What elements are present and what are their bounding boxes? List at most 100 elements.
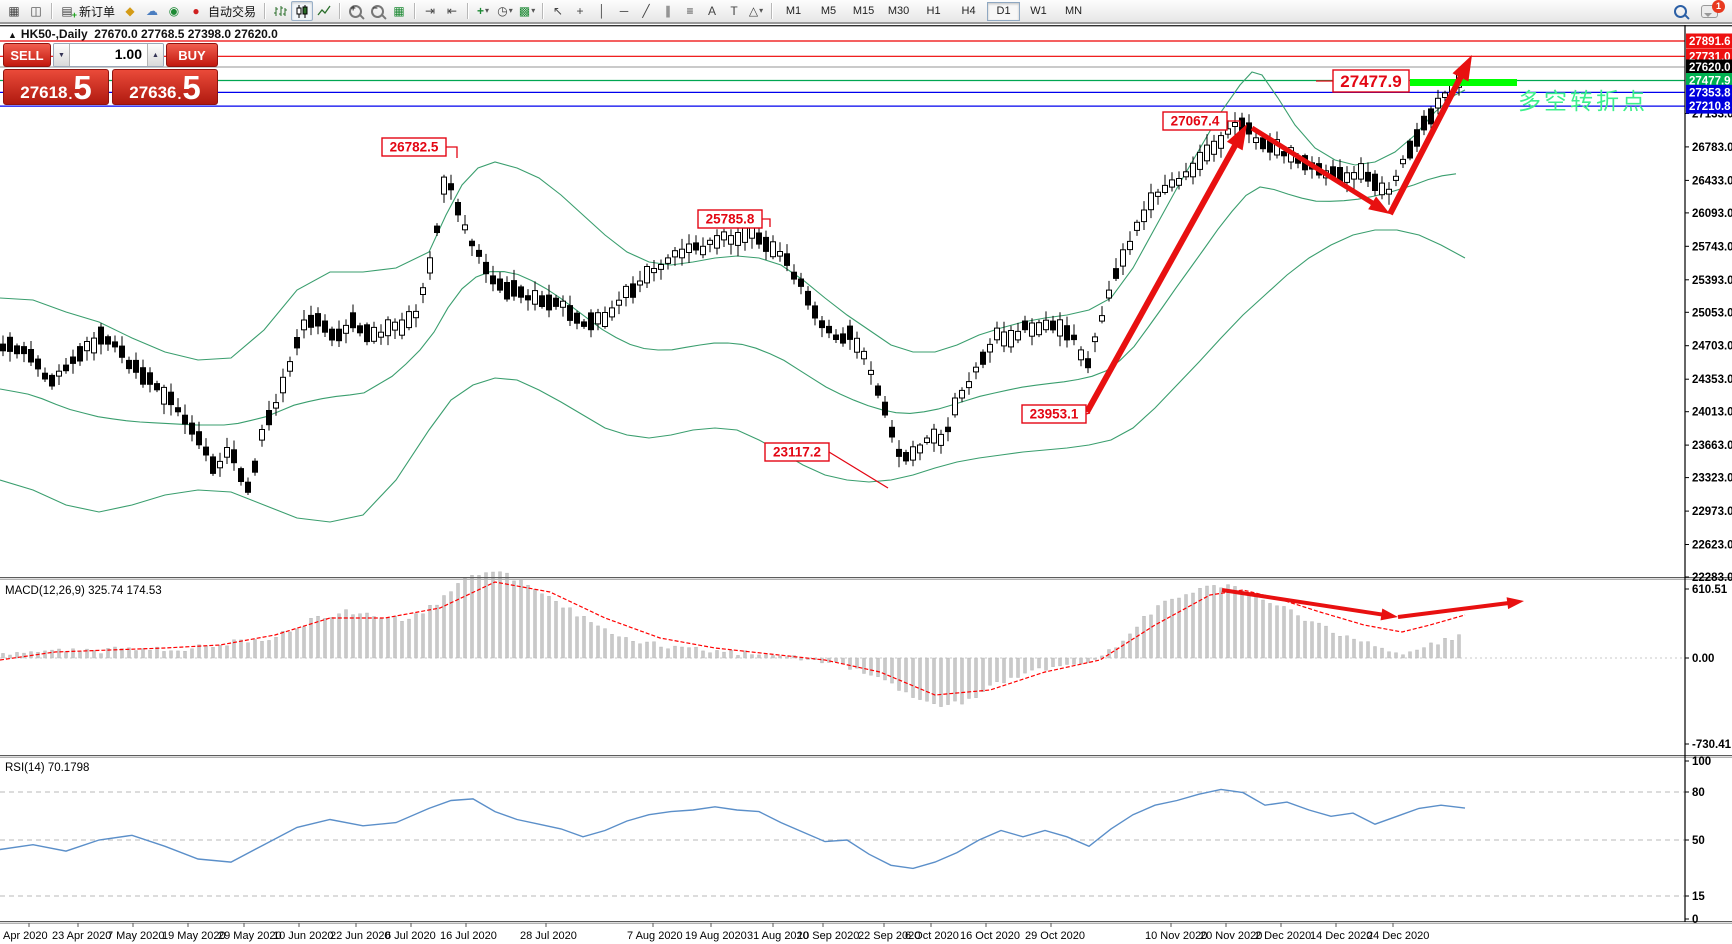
search-icon[interactable] [1674,4,1687,18]
volume-decrease-button[interactable]: ▼ [54,44,70,66]
sell-price-dot: . [68,86,73,102]
svg-text:22 Sep 2020: 22 Sep 2020 [858,930,920,942]
svg-text:610.51: 610.51 [1692,584,1728,596]
candlestick-icon [296,4,308,18]
svg-text:26093.0: 26093.0 [1692,208,1732,220]
new-order-button[interactable]: ▤ + [56,1,78,21]
svg-text:27891.6: 27891.6 [1689,36,1731,48]
chart-shift-button[interactable]: ⇤ [441,1,463,21]
fibonacci-icon: ≡ [686,4,694,18]
svg-text:25785.8: 25785.8 [706,212,755,227]
svg-text:26433.0: 26433.0 [1692,175,1732,187]
metaquotes-button[interactable]: ◆ [119,1,141,21]
profiles-button[interactable]: ◫ [25,1,47,21]
shapes-tool-button[interactable]: △ ▾ [745,1,767,21]
candles-layer [0,67,1462,495]
collapse-triangle-icon[interactable]: ▲ [8,30,17,40]
symbol-period-label: HK50-,Daily [20,27,88,41]
toolbar-separator [51,3,52,19]
timeframe-d1-button[interactable]: D1 [987,1,1021,21]
indicators-button[interactable]: + ▾ [472,1,494,21]
svg-text:80: 80 [1692,787,1705,799]
crosshair-icon: + [576,4,584,18]
bar-chart-mode-button[interactable] [269,1,291,21]
timeframe-m15-button[interactable]: M15 [852,5,875,17]
zoom-out-button[interactable]: − [366,1,388,21]
notification-badge: 1 [1712,0,1725,13]
price-callouts: 26782.5 25785.8 23117.2 23953.1 27067.4 27477… [381,69,1410,489]
fibonacci-tool-button[interactable]: ≡ [679,1,701,21]
line-chart-icon [317,5,331,15]
timeframe-h4-button[interactable]: H4 [961,5,976,17]
macd-label: MACD(12,26,9) 325.74 174.53 [5,585,162,597]
buy-price-frac: 5 [182,68,201,106]
svg-text:10 Jun 2020: 10 Jun 2020 [273,930,334,942]
timeframe-h1-button[interactable]: H1 [926,5,941,17]
trend-arrows [1084,55,1524,621]
svg-text:27477.9: 27477.9 [1340,72,1401,91]
templates-button[interactable]: ▩ ▾ [516,1,538,21]
svg-text:31 Aug 2020: 31 Aug 2020 [747,930,809,942]
chat-icon[interactable]: 1 [1701,0,1725,18]
new-chart-icon: ▦ [8,4,20,18]
new-chart-button[interactable]: ▦ [3,1,25,21]
text-label-tool-button[interactable]: T [723,1,745,21]
svg-text:-730.41: -730.41 [1692,739,1732,751]
new-order-label[interactable]: 新订单 [79,4,116,19]
trendline-tool-button[interactable]: ╱ [635,1,657,21]
main-toolbar: ▦ ◫ ▤ + 新订单 ◆ ☁ ◉ ● 自动交易 + − ▦ ⇥ ⇤ + ▾ ◷ ▾ … [0,0,1732,23]
rsi-line [0,788,1466,870]
candlestick-mode-button[interactable] [291,1,314,21]
svg-text:19 Aug 2020: 19 Aug 2020 [685,930,747,942]
autotrading-label[interactable]: 自动交易 [208,4,257,19]
svg-text:14 Dec 2020: 14 Dec 2020 [1310,930,1372,942]
bollinger-bands [0,71,1466,523]
signals-button[interactable]: ◉ [163,1,185,21]
volume-increase-button[interactable]: ▲ [147,44,163,66]
toolbar-separator [264,3,266,19]
svg-text:24 Dec 2020: 24 Dec 2020 [1367,930,1429,942]
sell-price-display[interactable]: 27618 . 5 [3,69,109,105]
green-highlight-segment [1410,79,1517,86]
new-order-icon: ▤ [61,4,73,18]
profiles-icon: ◫ [30,4,42,18]
community-button[interactable]: ☁ [141,1,163,21]
shapes-icon: △ [748,4,759,18]
timeframe-m30-button[interactable]: M30 [887,5,910,17]
channel-tool-button[interactable]: ∥ [657,1,679,21]
timeframe-m5-button[interactable]: M5 [820,5,837,17]
svg-text:2 Dec 2020: 2 Dec 2020 [1255,930,1311,942]
timeframe-w1-button[interactable]: W1 [1030,5,1047,17]
clock-icon: ◷ [497,4,508,18]
horizontal-line-tool-button[interactable]: ─ [613,1,635,21]
zoom-out-icon: − [370,3,384,18]
buy-price-display[interactable]: 27636 . 5 [112,69,218,105]
timeframe-m1-button[interactable]: M1 [785,5,802,17]
periods-button[interactable]: ◷ ▾ [494,1,516,21]
autotrading-button[interactable]: ● [185,1,207,21]
svg-text:23323.0: 23323.0 [1692,473,1732,485]
tile-windows-button[interactable]: ▦ [388,1,410,21]
svg-text:27067.4: 27067.4 [1171,114,1220,129]
buy-button[interactable]: BUY [166,43,218,67]
crosshair-tool-button[interactable]: + [569,1,591,21]
vertical-line-tool-button[interactable]: │ [591,1,613,21]
plus-badge-icon: + [71,10,77,20]
volume-value[interactable]: 1.00 [114,46,142,62]
zoom-in-button[interactable]: + [344,1,366,21]
pane-separator [0,577,1732,579]
svg-text:25053.0: 25053.0 [1692,307,1732,319]
svg-text:7 May 2020: 7 May 2020 [107,930,164,942]
svg-text:25393.0: 25393.0 [1692,275,1732,287]
text-tool-button[interactable]: A [701,1,723,21]
cursor-tool-button[interactable]: ↖ [547,1,569,21]
timeframe-mn-button[interactable]: MN [1064,5,1083,17]
dropdown-icon: ▾ [485,6,490,15]
auto-scroll-button[interactable]: ⇥ [419,1,441,21]
line-chart-mode-button[interactable] [313,1,335,21]
cursor-icon: ↖ [553,4,564,18]
sell-button[interactable]: SELL [3,43,51,67]
svg-text:26782.5: 26782.5 [390,140,439,155]
